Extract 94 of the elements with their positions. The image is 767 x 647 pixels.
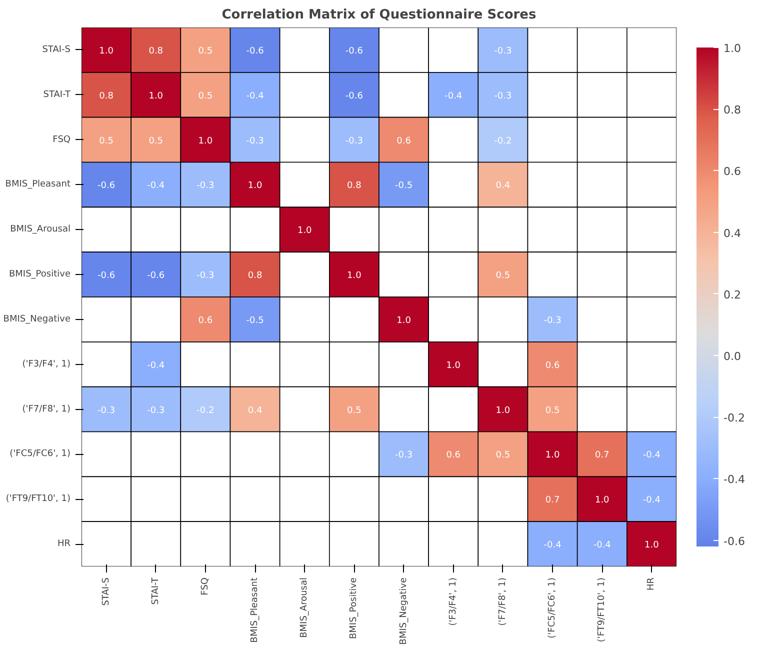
data-label: 0.5 (347, 406, 362, 416)
data-label: -0.3 (147, 406, 165, 416)
y-tick-label: ('F3/F4', 1) (22, 359, 71, 370)
color-bar-label: 1.0 (724, 42, 741, 55)
x-tick-label: STAI-T (150, 577, 161, 605)
data-label: 0.4 (248, 406, 262, 416)
data-label: -0.2 (494, 136, 512, 146)
data-label: -0.6 (345, 46, 364, 56)
x-tick-label: ('F7/F8', 1) (498, 577, 508, 626)
data-label: 0.5 (99, 136, 114, 146)
x-tick-label: ('FT9/FT10', 1) (597, 577, 608, 642)
data-label: 0.5 (148, 136, 164, 146)
data-label: -0.5 (246, 316, 264, 326)
data-label: -0.4 (642, 450, 661, 461)
chart-title: Correlation Matrix of Questionnaire Scores (222, 8, 536, 22)
data-label: 0.7 (545, 496, 560, 506)
y-tick-label: STAI-T (43, 90, 71, 100)
data-label: 0.5 (496, 450, 510, 461)
color-bar-label: -0.6 (724, 534, 745, 548)
y-tick-label: BMIS_Pleasant (5, 180, 71, 190)
data-label: -0.6 (147, 271, 165, 282)
data-label: 0.5 (198, 46, 213, 56)
data-label: -0.4 (246, 91, 264, 102)
data-label: 1.0 (148, 91, 164, 102)
data-label: 1.0 (248, 181, 262, 192)
data-label: 1.0 (347, 271, 362, 282)
data-label: -0.3 (395, 450, 413, 461)
data-label: -0.3 (345, 136, 363, 146)
x-tick-label: BMIS_Arousal (300, 577, 310, 638)
data-label: -0.4 (544, 540, 562, 551)
data-label: 0.5 (545, 406, 560, 416)
data-label: 1.0 (297, 226, 312, 236)
color-bar-label: 0.2 (724, 288, 741, 302)
color-bar-label: -0.2 (724, 412, 745, 425)
data-label: 1.0 (496, 406, 510, 416)
data-label: -0.4 (147, 181, 165, 192)
color-bar-label: 0.4 (724, 226, 741, 240)
y-tick-label: FSQ (52, 134, 71, 145)
data-label: -0.6 (345, 91, 364, 102)
data-label: -0.4 (642, 496, 661, 506)
x-tick-label: FSQ (200, 577, 210, 596)
y-tick-label: ('F7/F8', 1) (22, 404, 71, 414)
data-label: 1.0 (545, 450, 560, 461)
x-tick-label: HR (646, 577, 657, 591)
x-tick-label: BMIS_Positive (349, 577, 360, 639)
data-label: 0.8 (148, 46, 164, 56)
y-tick-label: BMIS_Arousal (10, 224, 71, 235)
y-tick-label: HR (57, 539, 71, 550)
data-label: -0.6 (98, 271, 116, 282)
data-label: 0.8 (99, 91, 114, 102)
data-label: 1.0 (99, 46, 114, 56)
x-tick-label: STAI-S (101, 577, 112, 606)
data-label: -0.6 (246, 46, 264, 56)
y-tick-label: BMIS_Positive (9, 270, 71, 280)
data-label: 1.0 (446, 360, 461, 371)
data-label: -0.4 (444, 91, 462, 102)
data-label: -0.2 (196, 406, 214, 416)
data-label: -0.3 (246, 136, 264, 146)
data-label: 0.5 (198, 91, 213, 102)
y-tick-label: STAI-S (42, 44, 71, 55)
data-label: -0.3 (494, 46, 512, 56)
y-tick-label: ('FT9/FT10', 1) (6, 494, 71, 504)
data-label: -0.4 (147, 360, 165, 371)
x-tick-label: ('FC5/FC6', 1) (548, 577, 558, 638)
data-label: 0.8 (347, 181, 362, 192)
data-label: 0.6 (396, 136, 412, 146)
data-label: 1.0 (396, 316, 412, 326)
data-label: -0.3 (98, 406, 116, 416)
x-tick-label: ('F3/F4', 1) (448, 577, 458, 626)
color-bar-label: -0.4 (724, 473, 745, 486)
data-label: -0.3 (196, 271, 214, 282)
data-label: 0.5 (496, 271, 510, 282)
x-tick-label: BMIS_Pleasant (250, 577, 260, 643)
data-label: 0.6 (545, 360, 560, 371)
data-label: -0.6 (98, 181, 116, 192)
x-tick-label: BMIS_Negative (398, 577, 409, 645)
color-bar-label: 0.0 (724, 350, 741, 364)
data-label: 1.0 (594, 496, 610, 506)
color-bar-label: 0.6 (724, 165, 741, 178)
data-label: -0.3 (544, 316, 562, 326)
data-label: 1.0 (198, 136, 213, 146)
data-label: -0.3 (494, 91, 512, 102)
y-tick-label: ('FC5/FC6', 1) (10, 449, 71, 460)
y-tick-label: BMIS_Negative (3, 314, 71, 324)
data-label: 0.8 (248, 271, 262, 282)
data-label: 0.7 (594, 450, 610, 461)
data-label: -0.5 (395, 181, 413, 192)
data-label: 0.6 (446, 450, 461, 461)
data-label: -0.3 (196, 181, 214, 192)
data-label: 0.6 (198, 316, 213, 326)
data-label: 0.4 (496, 181, 510, 192)
data-label: 1.0 (644, 540, 660, 551)
color-bar-label: 0.8 (724, 104, 741, 117)
data-label: -0.4 (593, 540, 612, 551)
